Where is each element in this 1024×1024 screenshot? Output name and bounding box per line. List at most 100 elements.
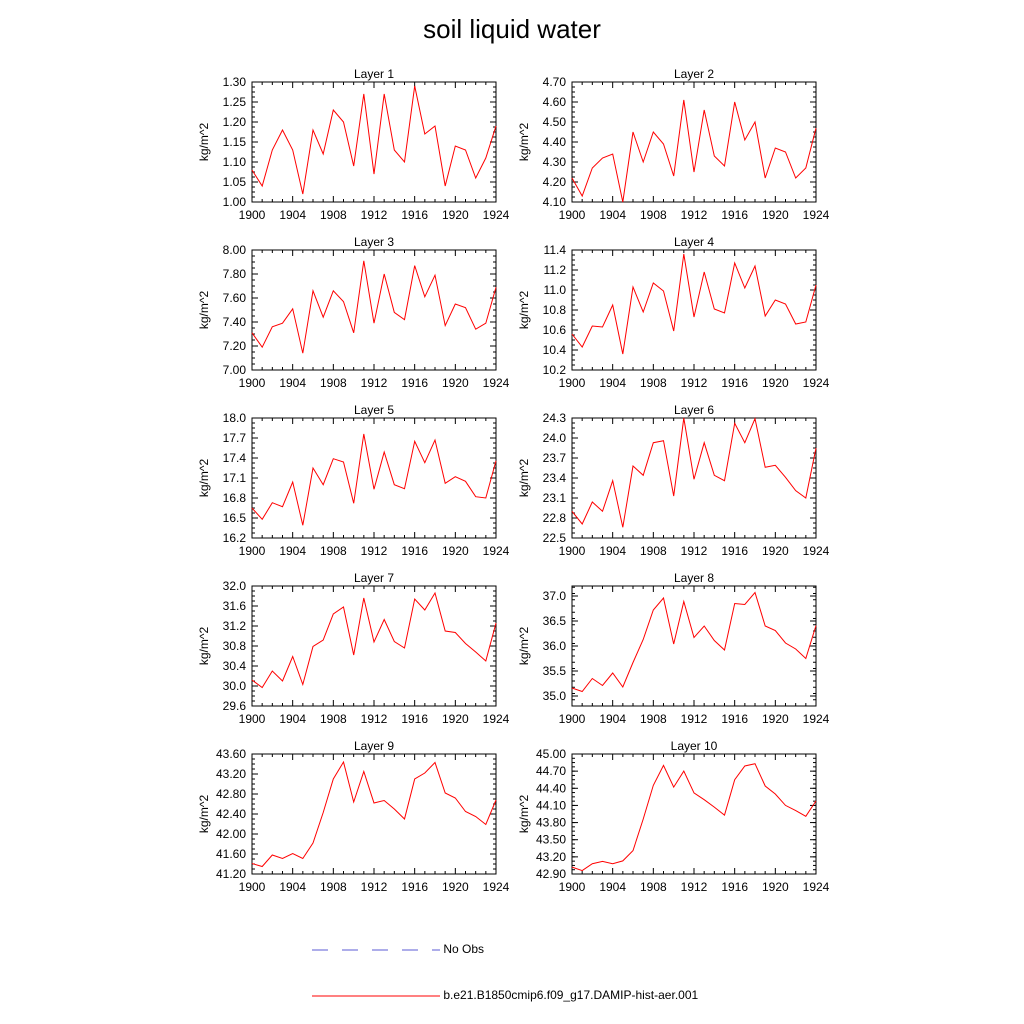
x-tick-label: 1904 <box>279 208 306 222</box>
x-tick-label: 1924 <box>803 712 830 726</box>
x-tick-label: 1900 <box>239 880 266 894</box>
y-axis-label: kg/m^2 <box>197 795 211 834</box>
x-tick-label: 1912 <box>681 208 708 222</box>
y-tick-label: 4.40 <box>543 135 567 149</box>
x-tick-label: 1920 <box>762 880 789 894</box>
panel-layer-4: Layer 4 1900 1904 1908 1912 1916 1920 1924 10.2 1… <box>517 235 830 390</box>
y-tick-label: 4.50 <box>543 115 567 129</box>
y-tick-label: 16.5 <box>223 511 247 525</box>
y-tick-label: 36.0 <box>543 639 567 653</box>
y-tick-label: 4.60 <box>543 95 567 109</box>
y-tick-label: 43.20 <box>216 767 246 781</box>
x-tick-label: 1900 <box>239 208 266 222</box>
legend-model-run: b.e21.B1850cmip6.f09_g17.DAMIP-hist-aer.… <box>312 988 698 1003</box>
y-tick-label: 35.5 <box>543 664 567 678</box>
series-line <box>571 763 817 872</box>
x-tick-label: 1920 <box>442 208 469 222</box>
x-tick-label: 1908 <box>640 208 667 222</box>
y-tick-label: 22.5 <box>543 531 567 545</box>
y-tick-label: 7.00 <box>223 363 247 377</box>
y-tick-label: 32.0 <box>223 579 247 593</box>
panel-title: Layer 1 <box>354 67 394 81</box>
y-tick-label: 44.70 <box>536 764 566 778</box>
x-tick-label: 1908 <box>640 376 667 390</box>
x-tick-label: 1912 <box>361 376 388 390</box>
y-tick-label: 4.20 <box>543 175 567 189</box>
panel-title: Layer 4 <box>674 235 714 249</box>
x-tick-label: 1924 <box>483 544 510 558</box>
x-tick-label: 1904 <box>599 376 626 390</box>
plot-frame <box>571 753 817 875</box>
x-tick-label: 1908 <box>320 544 347 558</box>
x-tick-label: 1900 <box>559 544 586 558</box>
panel-title: Layer 7 <box>354 571 394 585</box>
x-tick-label: 1924 <box>803 376 830 390</box>
y-tick-label: 24.3 <box>543 411 567 425</box>
panel-layer-6: Layer 6 1900 1904 1908 1912 1916 1920 1924 22.5 2… <box>517 403 830 558</box>
x-tick-label: 1916 <box>721 208 748 222</box>
x-tick-label: 1916 <box>721 712 748 726</box>
x-tick-label: 1916 <box>401 712 428 726</box>
x-tick-label: 1916 <box>721 376 748 390</box>
x-tick-label: 1908 <box>640 712 667 726</box>
panel-layer-10: Layer 10 1900 1904 1908 1912 1916 1920 1924 42.9… <box>517 739 830 894</box>
y-tick-label: 24.0 <box>543 431 567 445</box>
y-tick-label: 43.60 <box>216 747 246 761</box>
y-tick-label: 42.80 <box>216 787 246 801</box>
y-tick-label: 17.4 <box>223 451 247 465</box>
panel-title: Layer 3 <box>354 235 394 249</box>
panel-title: Layer 6 <box>674 403 714 417</box>
x-tick-label: 1912 <box>681 712 708 726</box>
series-line <box>251 85 497 195</box>
x-tick-label: 1924 <box>803 880 830 894</box>
panel-title: Layer 10 <box>671 739 718 753</box>
x-tick-label: 1904 <box>279 880 306 894</box>
y-tick-label: 41.20 <box>216 867 246 881</box>
y-tick-label: 42.90 <box>536 867 566 881</box>
plot-frame <box>571 249 817 371</box>
x-tick-label: 1900 <box>559 880 586 894</box>
y-tick-label: 10.4 <box>543 343 567 357</box>
y-tick-label: 37.0 <box>543 589 567 603</box>
panel-title: Layer 9 <box>354 739 394 753</box>
series-line <box>571 253 817 355</box>
y-tick-label: 16.8 <box>223 491 247 505</box>
y-axis-label: kg/m^2 <box>197 627 211 666</box>
y-tick-label: 4.70 <box>543 75 567 89</box>
y-tick-label: 42.40 <box>216 807 246 821</box>
plot-frame <box>571 81 817 203</box>
x-tick-label: 1904 <box>599 880 626 894</box>
y-tick-label: 10.8 <box>543 303 567 317</box>
x-tick-label: 1904 <box>279 544 306 558</box>
x-tick-label: 1908 <box>320 712 347 726</box>
y-tick-label: 11.2 <box>544 263 567 277</box>
x-tick-label: 1904 <box>279 712 306 726</box>
x-tick-label: 1912 <box>361 880 388 894</box>
x-tick-label: 1920 <box>762 208 789 222</box>
x-tick-label: 1924 <box>803 208 830 222</box>
y-tick-label: 36.5 <box>543 614 567 628</box>
x-tick-label: 1900 <box>239 712 266 726</box>
series-line <box>251 260 497 354</box>
y-axis-label: kg/m^2 <box>197 123 211 162</box>
y-tick-label: 30.4 <box>223 659 247 673</box>
x-tick-label: 1900 <box>559 208 586 222</box>
x-tick-label: 1908 <box>320 376 347 390</box>
x-tick-label: 1916 <box>401 376 428 390</box>
x-tick-label: 1900 <box>559 712 586 726</box>
y-tick-label: 43.20 <box>536 850 566 864</box>
legend-model-run-label: b.e21.B1850cmip6.f09_g17.DAMIP-hist-aer.… <box>443 988 699 1002</box>
x-tick-label: 1908 <box>640 544 667 558</box>
y-tick-label: 10.2 <box>543 363 567 377</box>
x-tick-label: 1912 <box>361 208 388 222</box>
y-tick-label: 30.8 <box>223 639 247 653</box>
x-tick-label: 1908 <box>320 208 347 222</box>
x-tick-label: 1912 <box>361 712 388 726</box>
x-tick-label: 1904 <box>599 208 626 222</box>
x-tick-label: 1920 <box>762 376 789 390</box>
y-tick-label: 7.60 <box>223 291 247 305</box>
y-tick-label: 4.10 <box>543 195 567 209</box>
x-tick-label: 1912 <box>361 544 388 558</box>
x-tick-label: 1924 <box>483 376 510 390</box>
x-tick-label: 1920 <box>442 376 469 390</box>
